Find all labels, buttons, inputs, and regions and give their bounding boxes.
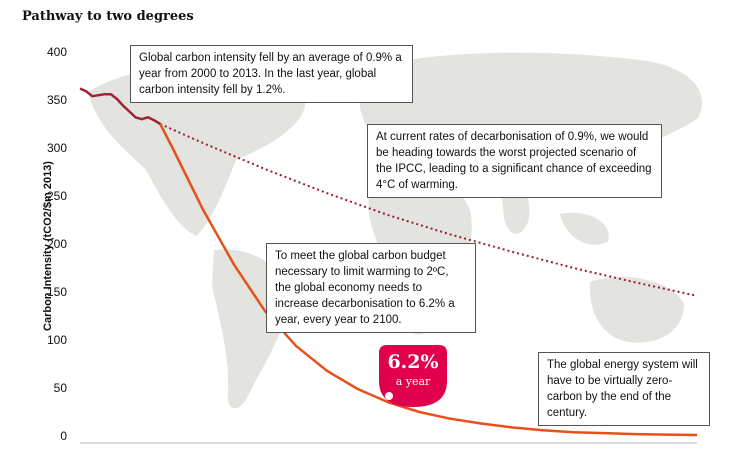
y-tick-label: 150 — [47, 285, 67, 299]
chart-title: Pathway to two degrees — [22, 9, 194, 24]
annotation-historical: Global carbon intensity fell by an avera… — [130, 45, 413, 103]
y-tick-label: 400 — [47, 45, 67, 59]
annotation-current-rate: At current rates of decarbonisation of 0… — [367, 124, 662, 198]
y-tick-label: 250 — [47, 189, 67, 203]
badge-shape — [379, 345, 447, 407]
annotation-historical-text: Global carbon intensity fell by an avera… — [139, 52, 402, 96]
y-tick-label: 0 — [60, 429, 67, 443]
rate-badge: 6.2% a year — [379, 345, 447, 407]
y-axis: 0 50 100 150 200 250 300 350 400 — [47, 45, 697, 444]
badge-unit: a year — [395, 375, 431, 388]
y-tick-label: 50 — [54, 381, 68, 395]
map-australia — [589, 276, 684, 343]
series-historical — [79, 87, 161, 126]
annotation-two-degree: To meet the global carbon budget necessa… — [266, 243, 476, 333]
data-lines — [79, 87, 698, 437]
annotation-zero-carbon: The global energy system will have to be… — [538, 352, 710, 426]
y-tick-label: 100 — [47, 333, 67, 347]
annotation-two-degree-text: To meet the global carbon budget necessa… — [275, 250, 455, 326]
map-southeast-asia — [560, 212, 609, 245]
series-current-rate — [159, 123, 698, 297]
badge-value: 6.2% — [387, 351, 439, 373]
y-tick-label: 300 — [47, 141, 67, 155]
y-tick-label: 200 — [47, 237, 67, 251]
series-two-degree — [159, 123, 698, 437]
annotation-zero-carbon-text: The global energy system will have to be… — [547, 359, 698, 419]
map-north-america — [88, 61, 306, 236]
y-tick-label: 350 — [47, 93, 67, 107]
annotation-current-rate-text: At current rates of decarbonisation of 0… — [376, 131, 652, 191]
